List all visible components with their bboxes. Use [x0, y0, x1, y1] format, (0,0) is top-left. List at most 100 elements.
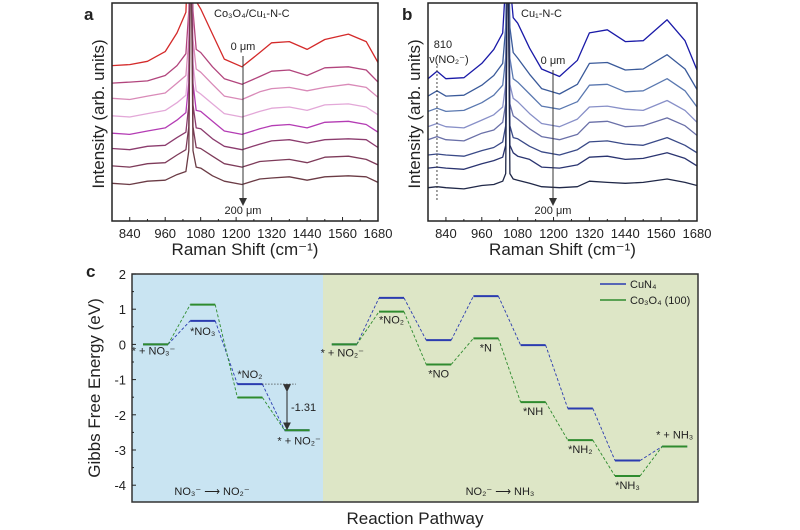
x-tick-label: 840	[119, 226, 141, 241]
state-label: *NO	[428, 368, 449, 380]
y-tick-label: -1	[114, 373, 126, 388]
section-background-1	[132, 274, 323, 502]
plot-frame	[131, 273, 699, 503]
panel-a-raman-chart: 840 960 1080 1200 1320 1440 1560 1680 Raman Shif…	[89, 2, 393, 259]
panel-letter-b: b	[402, 5, 412, 24]
plot-frame	[427, 2, 698, 222]
state-label: * + NO₂⁻	[321, 347, 365, 359]
state-label: *NO₂	[237, 369, 262, 381]
state-label: *N	[480, 342, 492, 354]
y-axis-label: Intensity (arb. units)	[89, 39, 108, 188]
chart-title: Cu₁-N-C	[521, 8, 562, 20]
section-label-1: NO₃⁻ ⟶ NO₂⁻	[174, 486, 249, 498]
y-tick-label: -4	[114, 478, 126, 493]
spectrum-line-3	[112, 3, 378, 101]
spectrum-line-8	[112, 3, 378, 186]
connector-cun4	[592, 408, 616, 461]
spectrum-line-5	[112, 3, 378, 136]
connector-co3o4	[545, 401, 569, 441]
panel-b-raman-chart: 840 960 1080 1200 1320 1440 1560 1680 Raman Shif…	[405, 2, 711, 259]
legend-label-2: Co₃O₄ (100)	[630, 295, 690, 307]
y-axis-label: Gibbs Free Energy (eV)	[85, 298, 104, 478]
connector-co3o4	[356, 311, 380, 345]
connector-cun4	[214, 320, 238, 385]
connector-co3o4	[497, 338, 522, 403]
peak-position-label: 810	[434, 39, 452, 51]
x-axis-label: Raman Shift (cm⁻¹)	[172, 240, 319, 259]
annotation-value: -1.31	[291, 402, 316, 414]
connector-co3o4	[262, 397, 285, 431]
spectrum-line-8	[428, 3, 697, 190]
y-tick-label: -3	[114, 443, 126, 458]
spectrum-line-6	[112, 3, 378, 151]
connector-cun4	[497, 295, 522, 346]
peak-assignment-label: ν(NO₂⁻)	[429, 54, 468, 66]
spectrum-line-5	[428, 3, 697, 142]
spectrum-line-1	[428, 3, 697, 80]
depth-label-bottom: 200 μm	[535, 205, 572, 217]
spectrum-line-7	[112, 3, 378, 168]
legend-label-1: CuN₄	[630, 279, 657, 291]
x-tick-label: 1560	[647, 226, 676, 241]
depth-label-bottom: 200 μm	[225, 205, 262, 217]
spectrum-line-3	[428, 3, 697, 113]
connector-cun4	[167, 320, 191, 345]
x-axis-label: Raman Shift (cm⁻¹)	[489, 240, 636, 259]
depth-label-top: 0 μm	[541, 55, 566, 67]
state-label: * + NH₃	[656, 429, 693, 441]
plot-frame	[111, 2, 379, 222]
x-tick-label: 960	[471, 226, 493, 241]
panel-letter-c: c	[86, 262, 95, 281]
section-label-2: NO₂⁻ ⟶ NH₃	[466, 486, 535, 498]
y-tick-label: 0	[119, 337, 126, 352]
connector-cun4	[639, 446, 663, 461]
connector-co3o4	[592, 439, 616, 477]
x-tick-label: 1080	[186, 226, 215, 241]
spectrum-line-2	[112, 3, 378, 85]
spectrum-line-2	[428, 3, 697, 97]
y-tick-label: 2	[119, 267, 126, 282]
connector-cun4	[261, 383, 286, 431]
state-label: *NH	[523, 406, 543, 418]
depth-label-top: 0 μm	[231, 41, 256, 53]
connector-co3o4	[403, 311, 427, 365]
y-tick-label: 1	[119, 302, 126, 317]
x-tick-label: 1320	[257, 226, 286, 241]
spectrum-line-7	[428, 3, 697, 170]
x-tick-label: 1320	[575, 226, 604, 241]
state-label: * + NO₂⁻	[277, 435, 321, 447]
x-tick-label: 1560	[328, 226, 357, 241]
state-label: * + NO₃⁻	[132, 345, 176, 357]
connector-co3o4	[450, 338, 474, 365]
spectrum-line-4	[428, 3, 697, 129]
series-group	[112, 3, 378, 186]
section-background-2	[323, 274, 698, 502]
y-axis-label: Intensity (arb. units)	[405, 39, 424, 188]
spectrum-line-4	[112, 3, 378, 118]
connector-co3o4	[167, 304, 191, 345]
series-group	[428, 3, 697, 190]
panel-c-energy-chart: NO₃⁻ ⟶ NO₂⁻ NO₂⁻ ⟶ NH₃ * + NO₃⁻ *NO₃ *NO₂ * +…	[85, 267, 699, 528]
x-tick-label: 1440	[293, 226, 322, 241]
connector-co3o4	[214, 304, 238, 398]
spectrum-line-6	[428, 3, 697, 157]
x-tick-label: 840	[435, 226, 457, 241]
state-label: *NO₂	[379, 315, 404, 327]
x-tick-label: 1080	[503, 226, 532, 241]
state-label: *NO₃	[190, 326, 215, 338]
y-tick-label: -2	[114, 408, 126, 423]
state-label: *NH₃	[615, 480, 640, 492]
connector-cun4	[450, 295, 474, 341]
connector-cun4	[545, 344, 569, 409]
x-tick-label: 960	[154, 226, 176, 241]
chart-title: Co₃O₄/Cu₁-N-C	[214, 8, 290, 20]
x-tick-label: 1200	[222, 226, 251, 241]
connector-co3o4	[639, 446, 663, 477]
spectrum-line-1	[112, 3, 378, 68]
connector-cun4	[403, 297, 427, 341]
panel-letter-a: a	[84, 5, 94, 24]
x-tick-label: 1680	[364, 226, 393, 241]
x-axis-label: Reaction Pathway	[346, 509, 484, 528]
connector-cun4	[356, 297, 380, 345]
